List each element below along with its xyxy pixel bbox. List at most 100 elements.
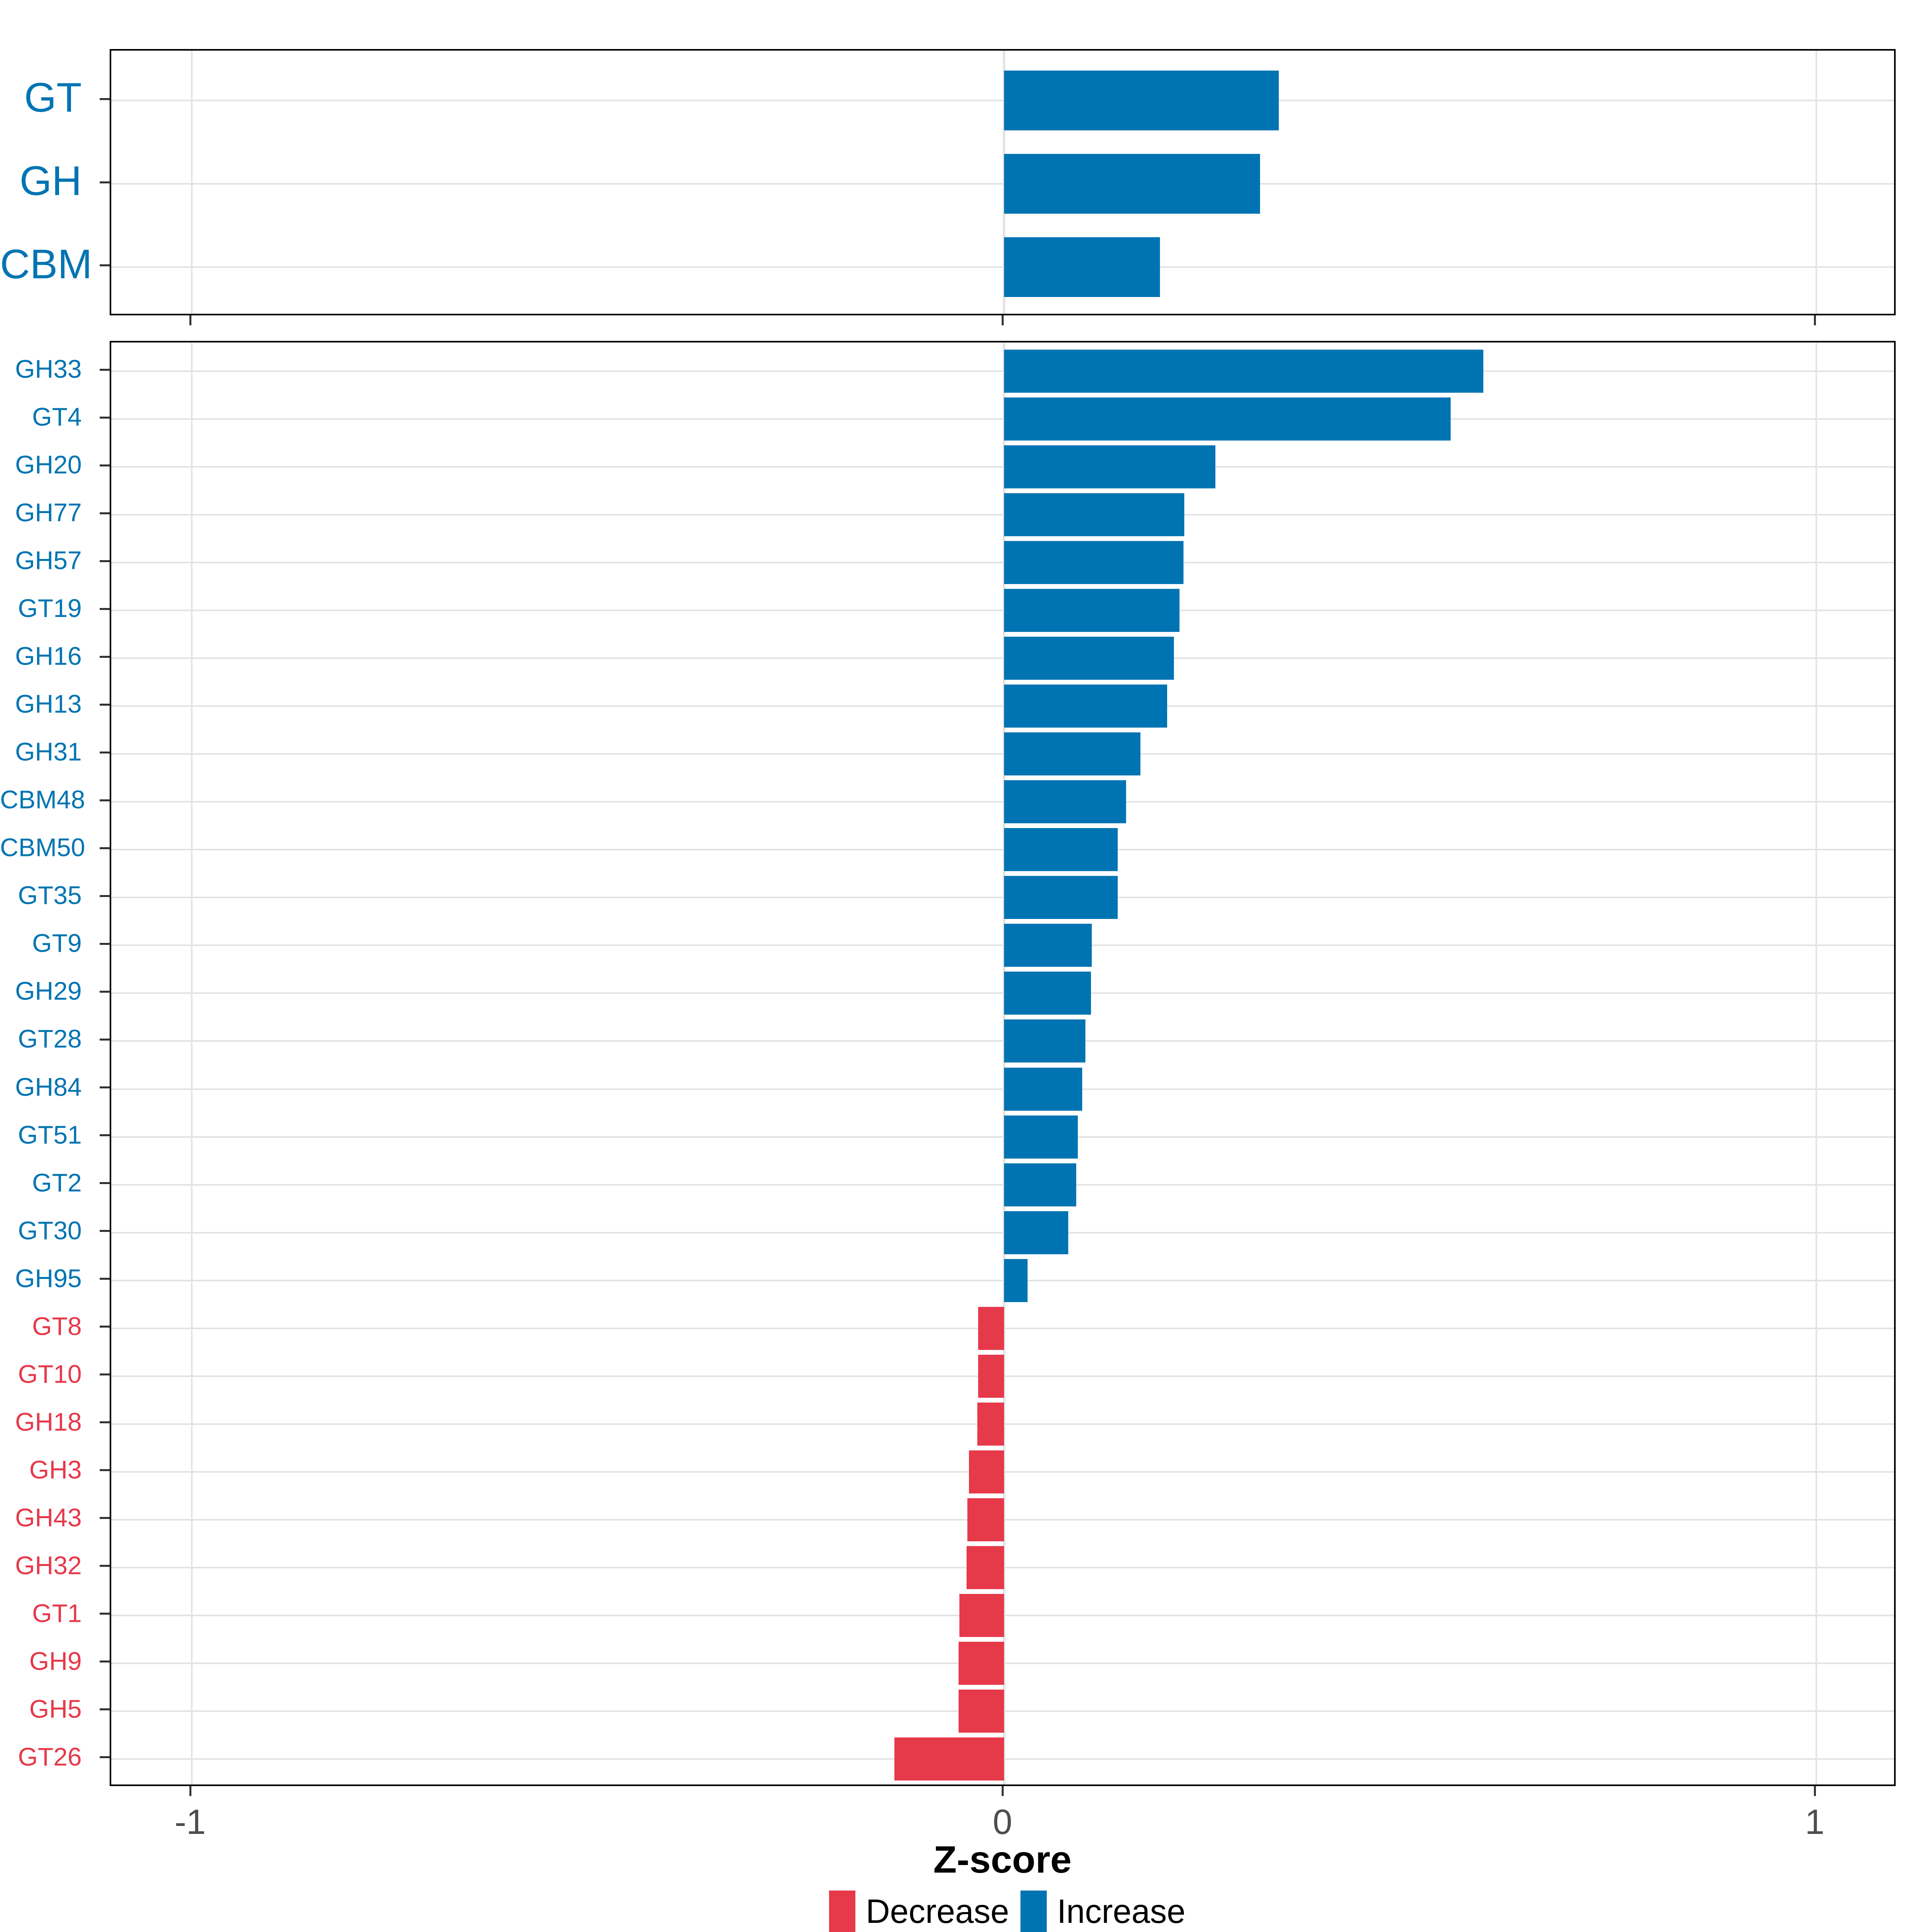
y-tick-CBM: [100, 264, 110, 267]
y-tick-GH3: [100, 1469, 110, 1472]
y-tick-GT30: [100, 1230, 110, 1232]
y-label-GH31: GH31: [15, 737, 82, 766]
decrease-swatch-icon: [829, 1891, 856, 1932]
bar-GT30: [1004, 1211, 1068, 1254]
bar-GH32: [967, 1546, 1004, 1589]
bar-GH29: [1004, 972, 1091, 1015]
x-tick-label-1: 1: [1805, 1802, 1825, 1841]
y-tick-GH43: [100, 1517, 110, 1519]
row-gridline-GT: [111, 100, 1894, 102]
bar-GH18: [977, 1402, 1004, 1446]
bar-GT2: [1004, 1163, 1077, 1206]
y-label-GT9: GT9: [32, 929, 82, 958]
y-label-GH33: GH33: [15, 354, 82, 384]
y-label-GT4: GT4: [32, 402, 82, 431]
legend: Decrease Increase: [829, 1891, 1185, 1932]
bar-GH13: [1004, 685, 1168, 728]
row-gridline-GH16: [111, 657, 1894, 659]
y-label-GH16: GH16: [15, 641, 82, 671]
row-gridline-GT35: [111, 897, 1894, 899]
y-label-GH20: GH20: [15, 450, 82, 479]
increase-swatch-icon: [1020, 1891, 1047, 1932]
y-label-GH29: GH29: [15, 976, 82, 1005]
bar-GT: [1004, 71, 1279, 131]
y-label-GT19: GT19: [18, 594, 82, 623]
y-label-GH77: GH77: [15, 498, 82, 527]
bar-GT51: [1004, 1115, 1078, 1159]
bar-GH43: [967, 1498, 1004, 1541]
y-tick-GH16: [100, 655, 110, 658]
row-gridline-GT4: [111, 418, 1894, 420]
bar-GH16: [1004, 637, 1174, 680]
y-label-GH5: GH5: [29, 1694, 82, 1723]
y-tick-CBM48: [100, 799, 110, 801]
row-gridline-GT2: [111, 1184, 1894, 1186]
y-tick-GH5: [100, 1708, 110, 1711]
y-tick-GH31: [100, 751, 110, 754]
row-gridline-GH95: [111, 1279, 1894, 1281]
row-gridline-GT51: [111, 1136, 1894, 1138]
y-tick-GT8: [100, 1326, 110, 1328]
vertical-gridline-0: [1003, 342, 1006, 1784]
bar-GT26: [894, 1737, 1004, 1781]
y-tick-GH18: [100, 1421, 110, 1424]
y-label-GH32: GH32: [15, 1551, 82, 1580]
bar-GH5: [958, 1689, 1004, 1733]
bar-GT1: [959, 1594, 1004, 1637]
y-tick-GH29: [100, 990, 110, 993]
y-label-GH57: GH57: [15, 546, 82, 575]
x-tick-1: [1814, 1786, 1816, 1796]
y-tick-GH77: [100, 512, 110, 514]
y-label-GH9: GH9: [29, 1647, 82, 1676]
bar-GH33: [1004, 350, 1483, 393]
y-tick-GT26: [100, 1756, 110, 1759]
row-gridline-GH20: [111, 466, 1894, 468]
y-tick-GH57: [100, 560, 110, 562]
row-gridline-CBM48: [111, 801, 1894, 803]
vertical-gridline--1: [191, 342, 193, 1784]
bar-GT10: [978, 1354, 1004, 1398]
bar-GH9: [958, 1641, 1004, 1685]
y-tick-GT28: [100, 1038, 110, 1041]
bar-GH95: [1004, 1259, 1028, 1302]
y-tick-GH95: [100, 1278, 110, 1280]
bar-GH84: [1004, 1067, 1082, 1111]
y-label-GH: GH: [20, 158, 82, 205]
row-gridline-CBM: [111, 266, 1894, 268]
y-label-CBM50: CBM50: [0, 833, 85, 862]
row-gridline-GH13: [111, 705, 1894, 707]
y-tick-GH9: [100, 1660, 110, 1663]
legend-label-decrease: Decrease: [866, 1893, 1009, 1930]
y-tick-GH: [100, 181, 110, 183]
y-label-GT51: GT51: [18, 1120, 82, 1149]
bar-GH57: [1004, 541, 1184, 584]
y-label-GT1: GT1: [32, 1599, 82, 1628]
bar-GH31: [1004, 732, 1141, 776]
bar-GH77: [1004, 493, 1185, 537]
panel-families: [110, 341, 1896, 1786]
y-tick-GT35: [100, 895, 110, 897]
row-gridline-GH84: [111, 1088, 1894, 1090]
bar-GT35: [1004, 876, 1118, 919]
bar-CBM50: [1004, 828, 1118, 872]
x-tick--1: [189, 1786, 191, 1796]
y-tick-GT1: [100, 1613, 110, 1615]
row-gridline-GH31: [111, 753, 1894, 755]
bar-CBM: [1004, 237, 1160, 297]
row-gridline-GH77: [111, 514, 1894, 516]
y-label-GH13: GH13: [15, 689, 82, 718]
y-label-GT10: GT10: [18, 1359, 82, 1389]
y-tick-GH20: [100, 464, 110, 466]
bar-GT28: [1004, 1019, 1085, 1063]
x-tick-label--1: -1: [174, 1802, 206, 1841]
y-label-GH84: GH84: [15, 1072, 82, 1102]
row-gridline-GH: [111, 183, 1894, 185]
y-label-CBM: CBM: [0, 241, 93, 287]
y-label-GT8: GT8: [32, 1312, 82, 1341]
y-label-GT28: GT28: [18, 1024, 82, 1053]
vertical-gridline-1: [1816, 342, 1818, 1784]
legend-label-increase: Increase: [1057, 1893, 1185, 1930]
legend-item-decrease: Decrease: [829, 1891, 1009, 1932]
row-gridline-GT9: [111, 944, 1894, 946]
